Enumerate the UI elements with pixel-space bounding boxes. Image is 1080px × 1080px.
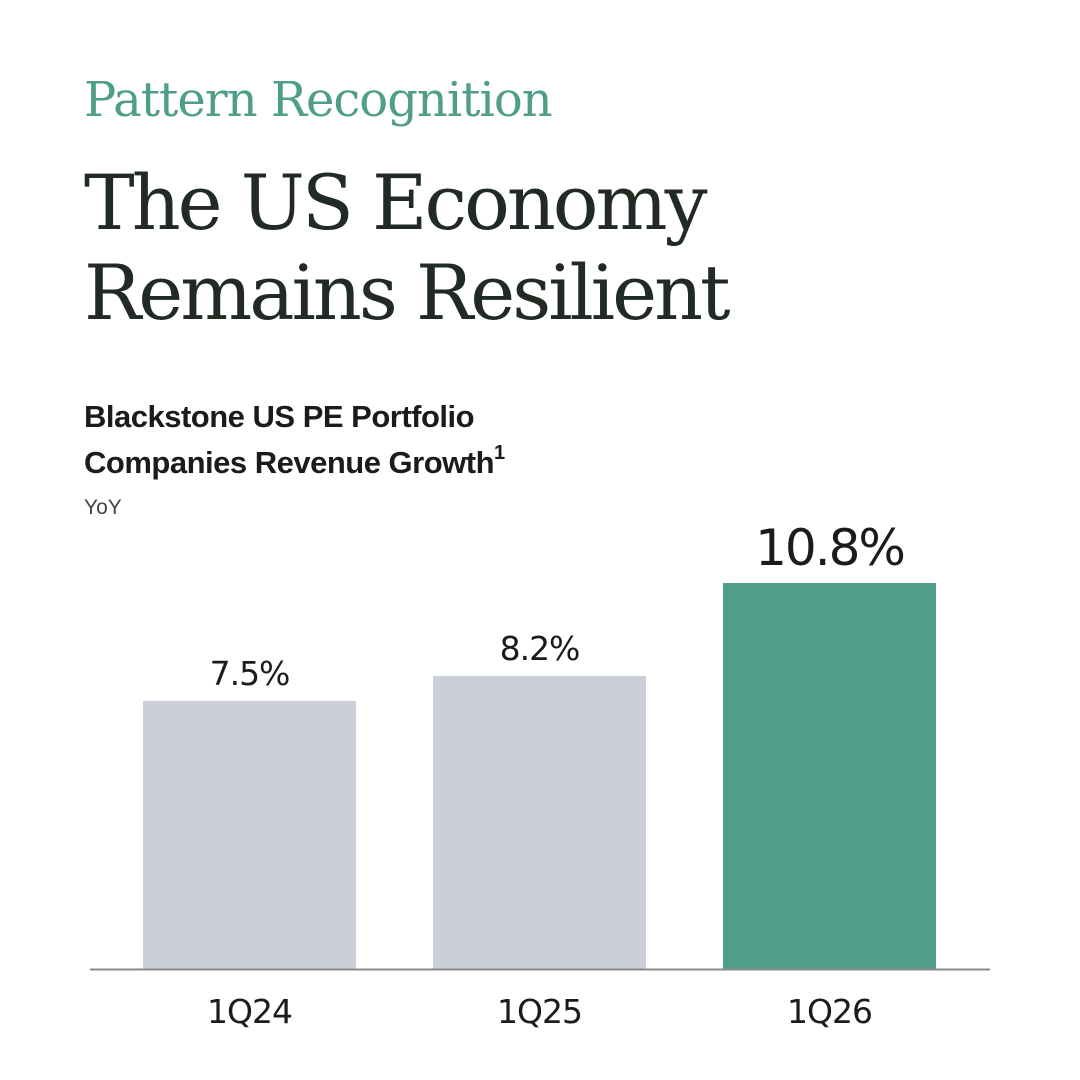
chart-title-line-2: Companies Revenue Growth: [84, 445, 495, 480]
chart-title-footnote: 1: [494, 442, 505, 464]
tick-label-1q26: 1Q26: [787, 992, 872, 1031]
headline-line-1: The US Economy: [84, 158, 708, 247]
bar-1q26: [723, 583, 936, 969]
value-label-1q24: 7.5%: [210, 654, 290, 693]
kicker-title: Pattern Recognition: [84, 72, 553, 128]
headline-line-2: Remains Resilient: [84, 248, 731, 337]
tick-label-1q24: 1Q24: [207, 992, 292, 1031]
chart-subtitle: YoY: [84, 496, 122, 519]
headline: The US Economy Remains Resilient: [84, 158, 984, 338]
value-label-1q25: 8.2%: [500, 629, 580, 668]
tick-label-1q25: 1Q25: [497, 992, 582, 1031]
chart-title: Blackstone US PE Portfolio Companies Rev…: [84, 394, 644, 486]
bar-1q25: [433, 675, 646, 969]
bar-1q24: [143, 700, 356, 969]
value-label-1q26: 10.8%: [755, 519, 904, 577]
chart-title-line-1: Blackstone US PE Portfolio: [84, 399, 475, 434]
